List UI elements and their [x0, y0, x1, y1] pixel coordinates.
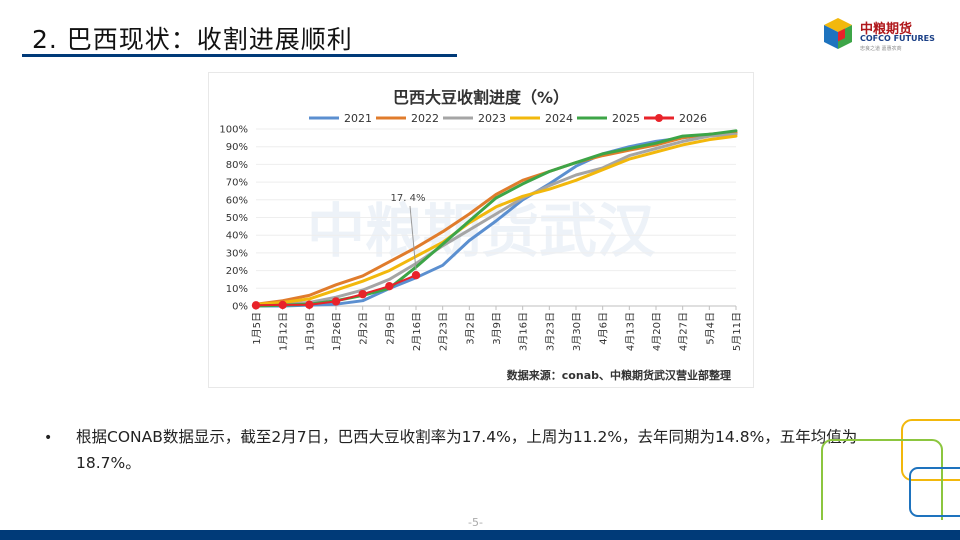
y-tick-label: 50%: [226, 213, 248, 224]
chart-source: 数据来源：conab、中粮期货武汉营业部整理: [507, 368, 731, 382]
y-tick-label: 20%: [226, 266, 248, 277]
logo-slogan: 忠良之道 嘉惠农商: [860, 46, 902, 52]
chart-title: 巴西大豆收割进度（%）: [393, 88, 569, 107]
x-tick-label: 2月9日: [384, 312, 396, 345]
page-number: -5-: [468, 516, 483, 529]
x-tick-label: 4月13日: [624, 312, 636, 351]
y-tick-label: 70%: [226, 178, 248, 189]
x-tick-label: 2月2日: [358, 312, 370, 345]
x-tick-label: 3月23日: [544, 312, 556, 351]
y-tick-label: 100%: [219, 125, 248, 136]
series-line-2022: [254, 131, 738, 306]
x-tick-label: 3月2日: [464, 312, 476, 345]
x-tick-label: 5月4日: [704, 312, 716, 345]
x-tick-label: 1月5日: [251, 312, 263, 345]
annotation-layer: 17. 4%: [391, 193, 426, 271]
legend-marker-2026: [655, 114, 663, 122]
legend-label-2025: 2025: [612, 112, 640, 125]
bullet-text: 根据CONAB数据显示，截至2月7日，巴西大豆收割率为17.4%，上周为11.2…: [76, 428, 858, 472]
data-point-2026: [331, 297, 341, 306]
x-tick-label: 3月16日: [518, 312, 530, 351]
legend-label-2023: 2023: [478, 112, 506, 125]
logo-text-cn: 中粮期货: [860, 22, 913, 37]
footer-bar: [0, 530, 960, 540]
y-tick-label: 0%: [232, 302, 248, 313]
logo-text-en: COFCO FUTURES: [860, 34, 935, 43]
y-tick-label: 80%: [226, 160, 248, 171]
x-tick-label: 4月6日: [598, 312, 610, 345]
x-tick-label: 2月23日: [438, 312, 450, 351]
x-tick-label: 5月11日: [731, 312, 743, 351]
y-tick-label: 40%: [226, 231, 248, 242]
harvest-progress-chart: 中粮期货武汉 巴西大豆收割进度（%） 2021 2022 2023 2024 2025 2…: [208, 72, 754, 388]
bullet-marker: •: [44, 430, 53, 446]
y-tick-label: 90%: [226, 142, 248, 153]
x-tick-label: 2月16日: [411, 312, 423, 351]
y-tick-label: 30%: [226, 248, 248, 259]
series-line-2024: [254, 134, 738, 306]
data-point-2026: [411, 271, 421, 280]
title-underline: [22, 54, 457, 57]
annotation-label: 17. 4%: [391, 193, 426, 204]
data-point-2026: [305, 300, 314, 309]
data-point-2026: [251, 301, 261, 310]
series-layer: [251, 129, 738, 310]
x-tick-label: 1月19日: [304, 312, 316, 351]
y-tick-label: 60%: [226, 195, 248, 206]
legend-label-2021: 2021: [344, 112, 372, 125]
slide-title: 2. 巴西现状：收割进展顺利: [32, 25, 353, 54]
legend-label-2026: 2026: [679, 112, 707, 125]
legend-label-2022: 2022: [411, 112, 439, 125]
x-tick-label: 4月27日: [678, 312, 690, 351]
data-point-2026: [385, 281, 394, 291]
data-point-2026: [358, 289, 367, 299]
y-tick-label: 10%: [226, 284, 248, 295]
x-tick-label: 4月20日: [651, 312, 663, 351]
x-tick-label: 3月9日: [491, 312, 503, 345]
corner-decoration: [821, 419, 960, 520]
x-tick-label: 3月30日: [571, 312, 583, 351]
legend-label-2024: 2024: [545, 112, 573, 125]
x-axis: 1月5日 1月12日 1月19日 1月26日 2月2日 2月9日 2月16日 2月23日 3月2…: [251, 305, 743, 351]
x-tick-label: 1月12日: [278, 312, 290, 351]
cofco-cube-icon: [824, 18, 852, 49]
cofco-logo: 中粮期货 COFCO FUTURES 忠良之道 嘉惠农商: [820, 16, 940, 56]
chart-legend: 2021 2022 2023 2024 2025 2026: [309, 112, 707, 125]
x-tick-label: 1月26日: [331, 312, 343, 351]
chart-svg: 中粮期货武汉 巴西大豆收割进度（%） 2021 2022 2023 2024 2025 2…: [219, 88, 743, 382]
annotation-leader-line: [409, 205, 417, 271]
data-point-2026: [278, 300, 287, 310]
